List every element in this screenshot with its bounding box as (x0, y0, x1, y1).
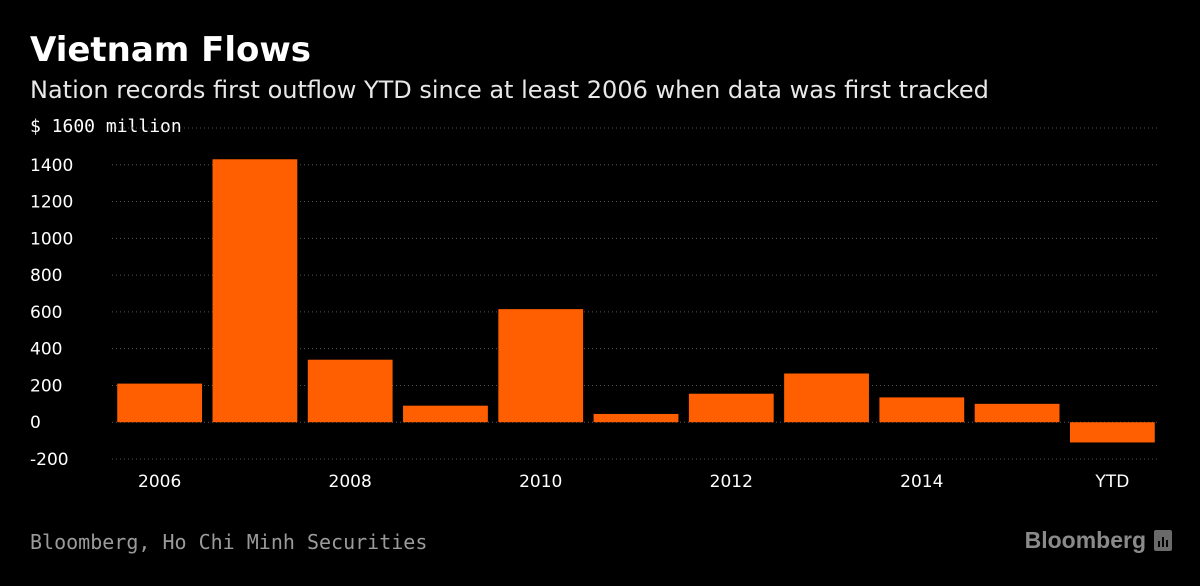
bloomberg-logo: Bloomberg (1024, 527, 1146, 553)
bar-2015 (974, 403, 1060, 423)
x-tick-label: 2014 (900, 472, 943, 492)
bar-2009 (403, 405, 488, 423)
source-note: Bloomberg, Ho Chi Minh Securities (30, 530, 428, 554)
x-tick-label: 2008 (329, 472, 372, 492)
y-tick-label: 400 (30, 340, 62, 360)
bar-2007 (212, 159, 298, 423)
bar-2013 (784, 373, 869, 423)
chart-subtitle: Nation records first outflow YTD since a… (30, 76, 989, 104)
bar-2008 (307, 359, 393, 423)
bar-2010 (498, 309, 584, 423)
grid-lines (112, 127, 1160, 460)
bar-2006 (117, 383, 203, 423)
y-tick-label: -200 (30, 450, 69, 470)
x-tick-label: 2006 (138, 472, 181, 492)
y-tick-label: 1400 (30, 156, 73, 176)
y-tick-label: 800 (30, 266, 62, 286)
chart-title: Vietnam Flows (30, 30, 311, 70)
x-tick-label: YTD (1094, 472, 1129, 492)
bloomberg-terminal-icon (1154, 530, 1172, 551)
y-axis-unit-label: $ 1600 million (30, 116, 182, 137)
bar-ytd (1069, 422, 1155, 443)
y-tick-label: 1000 (30, 229, 73, 249)
bar-2011 (593, 413, 679, 423)
y-tick-label: 600 (30, 303, 62, 323)
x-tick-label: 2012 (710, 472, 753, 492)
bar-2012 (688, 393, 774, 423)
y-tick-label: 200 (30, 376, 62, 396)
bar-2014 (879, 397, 965, 423)
y-tick-label: 1200 (30, 193, 73, 213)
x-tick-label: 2010 (519, 472, 562, 492)
x-axis-ticks: 2006 2008 2010 2012 2014 YTD (138, 472, 1129, 492)
bars (117, 159, 1155, 443)
y-tick-label: 0 (30, 413, 41, 433)
y-axis-ticks: -200 0 200 400 600 800 1000 1200 1400 (30, 156, 73, 470)
